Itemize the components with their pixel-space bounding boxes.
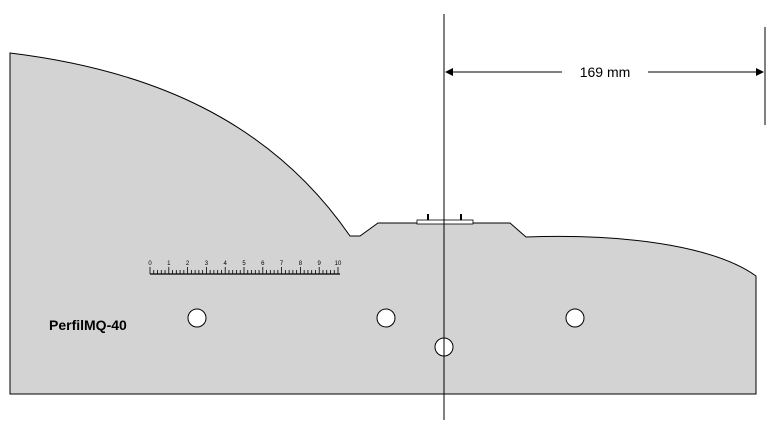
ruler-label: 9 xyxy=(318,261,322,267)
rail-clip xyxy=(416,219,474,225)
ruler-label: 4 xyxy=(224,261,228,267)
ruler-label: 10 xyxy=(335,261,342,267)
dimension-label: 169 mm xyxy=(580,64,631,80)
profile-name: PerfilMQ-40 xyxy=(49,317,127,333)
hole xyxy=(565,308,585,328)
hole xyxy=(187,308,207,328)
ruler-scale: 0 1 2 3 4 5 6 7 8 9 10 xyxy=(148,261,342,275)
dimension-arrow-right-icon xyxy=(756,68,764,76)
ruler-label: 3 xyxy=(205,261,209,267)
ruler-label: 6 xyxy=(261,261,265,267)
ruler-label: 5 xyxy=(242,261,246,267)
hole xyxy=(376,308,396,328)
ruler-label: 7 xyxy=(280,261,284,267)
ruler-label: 2 xyxy=(186,261,190,267)
ruler-label: 1 xyxy=(167,261,171,267)
ruler-label: 8 xyxy=(299,261,303,267)
ruler-label: 0 xyxy=(148,261,152,267)
dimension-arrow-left-icon xyxy=(445,68,453,76)
rail-profile-shape xyxy=(9,52,757,395)
